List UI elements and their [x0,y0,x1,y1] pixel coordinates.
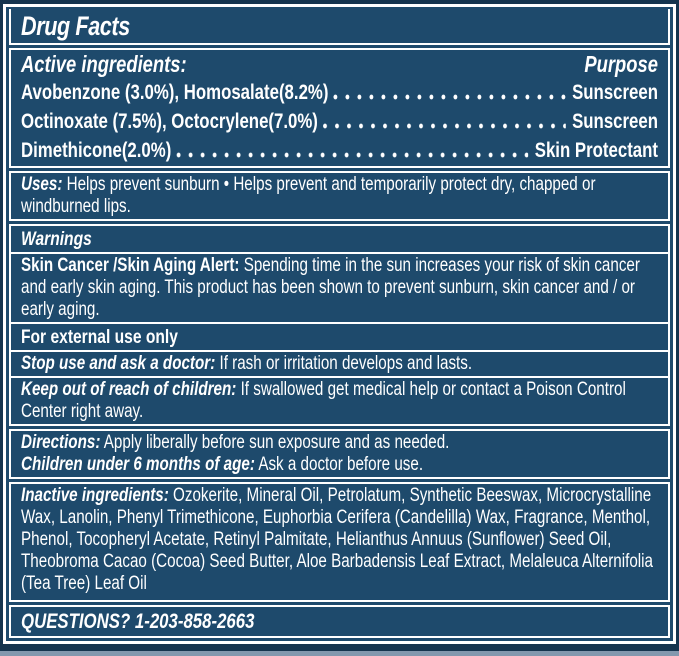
ingredient-row: Octinoxate (7.5%), Octocrylene(7.0%) Sun… [21,107,658,136]
questions-label: QUESTIONS? [21,610,131,633]
inactive-ingredients-label: Inactive ingredients: [21,485,169,506]
label-bottom-edge-strip [0,651,679,656]
directions-paragraph: Directions: Apply liberally before sun e… [21,432,658,454]
warnings-heading: Warnings [21,228,92,250]
inactive-ingredients-text: Ozokerite, Mineral Oil, Petrolatum, Synt… [21,485,653,594]
external-use-statement: For external use only [21,326,178,348]
page-title: Drug Facts [21,11,130,41]
stop-use-label: Stop use and ask a doctor: [21,353,216,374]
section-title: Drug Facts [9,9,670,45]
active-ingredients-header-row: Active ingredients: Purpose [21,51,658,78]
directions-text: Apply liberally before sun exposure and … [103,432,450,453]
questions-phone: 1-203-858-2663 [134,610,255,633]
stop-use-paragraph: Stop use and ask a doctor: If rash or ir… [21,353,658,375]
directions-label: Directions: [21,432,101,453]
section-warnings: Warnings Skin Cancer /Skin Aging Alert: … [9,224,670,426]
keep-out-paragraph: Keep out of reach of children: If swallo… [21,379,658,423]
dot-leader [176,136,529,165]
uses-text: Helps prevent sunburn • Helps prevent an… [21,174,596,217]
inactive-ingredients-paragraph: Inactive ingredients: Ozokerite, Mineral… [21,485,658,595]
children-label: Children under 6 months of age: [21,454,255,475]
children-paragraph: Children under 6 months of age: Ask a do… [21,454,658,476]
ingredient-row: Dimethicone(2.0%) Skin Protectant [21,136,658,165]
ingredient-purpose: Sunscreen [572,81,658,104]
ingredient-row: Avobenzone (3.0%), Homosalate(8.2%) Suns… [21,78,658,107]
warnings-divider [11,322,668,324]
children-text: Ask a doctor before use. [258,454,424,475]
ingredient-name: Avobenzone (3.0%), Homosalate(8.2%) [21,81,329,104]
warnings-divider [11,252,668,254]
uses-label: Uses: [21,174,63,195]
section-questions: QUESTIONS? 1-203-858-2663 [9,605,670,638]
drug-facts-label: Drug Facts Active ingredients: Purpose A… [3,4,676,644]
dot-leader [333,78,566,107]
warnings-divider [11,376,668,378]
keep-out-label: Keep out of reach of children: [21,379,237,400]
section-active-ingredients: Active ingredients: Purpose Avobenzone (… [9,48,670,168]
section-directions: Directions: Apply liberally before sun e… [9,429,670,479]
stop-use-text: If rash or irritation develops and lasts… [219,353,473,374]
section-uses: Uses: Helps prevent sunburn • Helps prev… [9,171,670,221]
uses-paragraph: Uses: Helps prevent sunburn • Helps prev… [21,174,658,218]
skin-cancer-alert-text: Spending time in the sun increases your … [21,255,640,320]
warnings-divider [11,350,668,352]
ingredient-name: Octinoxate (7.5%), Octocrylene(7.0%) [21,110,318,133]
purpose-heading: Purpose [584,51,658,77]
skin-cancer-alert-label: Skin Cancer /Skin Aging Alert: [21,255,240,276]
keep-out-text: If swallowed get medical help or contact… [21,379,626,422]
dot-leader [322,107,566,136]
skin-cancer-alert-paragraph: Skin Cancer /Skin Aging Alert: Spending … [21,255,658,321]
label-sections: Drug Facts Active ingredients: Purpose A… [9,9,670,638]
ingredient-purpose: Skin Protectant [534,139,658,162]
ingredient-name: Dimethicone(2.0%) [21,139,172,162]
questions-line: QUESTIONS? 1-203-858-2663 [21,608,658,635]
section-inactive-ingredients: Inactive ingredients: Ozokerite, Mineral… [9,482,670,602]
ingredient-purpose: Sunscreen [572,110,658,133]
active-ingredients-heading: Active ingredients: [21,51,187,77]
